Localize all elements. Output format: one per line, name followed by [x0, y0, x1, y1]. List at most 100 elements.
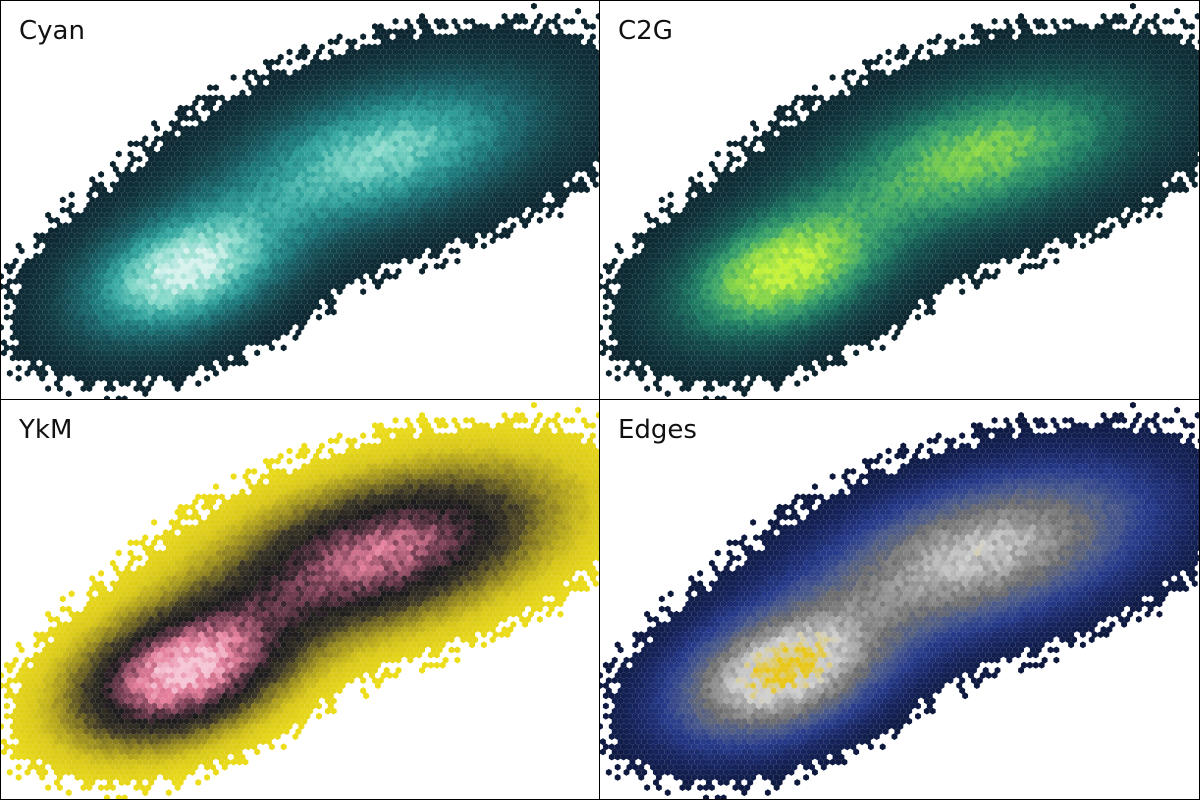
hex-cell — [392, 232, 399, 239]
hex-cell — [171, 298, 178, 306]
hex-cell — [295, 216, 302, 224]
panel-title: Cyan — [19, 16, 85, 46]
hex-cell — [165, 349, 172, 357]
hex-cell — [383, 43, 390, 51]
hex-cell — [327, 283, 334, 290]
hex-cell — [383, 84, 390, 92]
hex-cell — [145, 150, 152, 158]
hex-cell — [162, 150, 169, 158]
hex-cell — [298, 201, 305, 209]
hex-cell — [224, 196, 231, 204]
hex-cell — [142, 298, 149, 306]
hex-cell — [266, 267, 272, 275]
hex-cell — [569, 89, 576, 97]
hex-cell — [439, 120, 446, 127]
hex-cell — [268, 293, 275, 301]
hex-cell — [154, 216, 160, 224]
hex-cell — [45, 293, 52, 301]
hex-cell — [522, 28, 529, 35]
hex-cell — [1038, 18, 1045, 25]
hex-cell — [274, 109, 281, 117]
hex-cell — [407, 63, 414, 71]
hex-cell — [268, 140, 275, 148]
hex-cell — [165, 145, 172, 153]
hex-cell — [148, 196, 155, 204]
hex-cell — [545, 130, 552, 137]
hex-cell — [498, 201, 505, 209]
hex-cell — [160, 369, 166, 377]
hex-cell — [195, 247, 202, 255]
hex-cell — [374, 69, 381, 76]
hex-cell — [351, 38, 358, 46]
hex-cell — [266, 155, 272, 163]
hex-cell — [307, 145, 314, 153]
hex-cell — [360, 145, 367, 153]
hex-cell — [398, 38, 405, 46]
hex-cell — [342, 196, 349, 204]
hex-cell — [307, 308, 314, 316]
hex-cell — [48, 339, 54, 347]
hex-cell — [1180, 18, 1186, 25]
hex-cell — [54, 298, 60, 306]
hex-cell — [404, 69, 411, 76]
hex-cell — [154, 125, 160, 132]
hex-cell — [525, 176, 532, 183]
hex-cell — [186, 242, 193, 250]
hex-cell — [486, 140, 493, 148]
hex-cell — [301, 104, 308, 112]
hex-cell — [89, 369, 96, 377]
hex-cell — [1097, 38, 1104, 46]
hex-cell — [242, 278, 249, 285]
hex-cell — [142, 359, 149, 367]
hex-cell — [313, 165, 319, 173]
hex-cell — [133, 364, 140, 372]
hex-cell — [528, 130, 534, 137]
hex-cell — [339, 232, 346, 239]
hex-cell — [522, 58, 529, 66]
hex-cell — [419, 165, 426, 173]
hex-cell — [39, 303, 46, 311]
hex-cell — [210, 99, 216, 107]
hex-cell — [313, 114, 319, 122]
hex-cell — [439, 130, 446, 137]
hex-cell — [1156, 28, 1163, 35]
hex-cell — [1032, 48, 1039, 56]
hex-cell — [177, 216, 184, 224]
hex-cell — [536, 145, 543, 153]
hex-cell — [112, 318, 119, 326]
hex-cell — [436, 227, 443, 234]
hex-cell — [268, 181, 275, 188]
hex-cell — [392, 109, 399, 117]
hex-cell — [180, 130, 187, 137]
hex-cell — [451, 69, 458, 76]
hex-cell — [363, 130, 370, 137]
hex-cell — [162, 252, 169, 260]
hex-cell — [127, 242, 134, 250]
hex-cell — [377, 43, 384, 51]
hex-cell — [186, 171, 193, 178]
hex-cell — [292, 232, 299, 239]
hex-cell — [171, 176, 178, 183]
hex-cell — [430, 94, 437, 102]
hex-cell — [416, 171, 423, 178]
hex-cell — [519, 33, 526, 41]
hex-cell — [201, 155, 208, 163]
hex-cell — [274, 222, 281, 229]
hex-cell — [321, 69, 328, 76]
hex-cell — [342, 104, 349, 112]
hex-cell — [230, 278, 237, 285]
hex-cell — [557, 211, 564, 219]
hex-cell — [230, 206, 237, 214]
hex-cell — [33, 324, 40, 331]
hex-cell — [112, 359, 119, 367]
hex-cell — [1000, 33, 1007, 41]
hex-cell — [528, 150, 534, 158]
hex-cell — [348, 165, 355, 173]
hex-cell — [401, 196, 408, 204]
hex-cell — [478, 23, 484, 30]
hex-cell — [416, 160, 423, 168]
hex-cell — [104, 364, 110, 372]
hex-cell — [1015, 18, 1022, 25]
hex-cell — [33, 354, 40, 362]
hex-cell — [89, 359, 96, 367]
